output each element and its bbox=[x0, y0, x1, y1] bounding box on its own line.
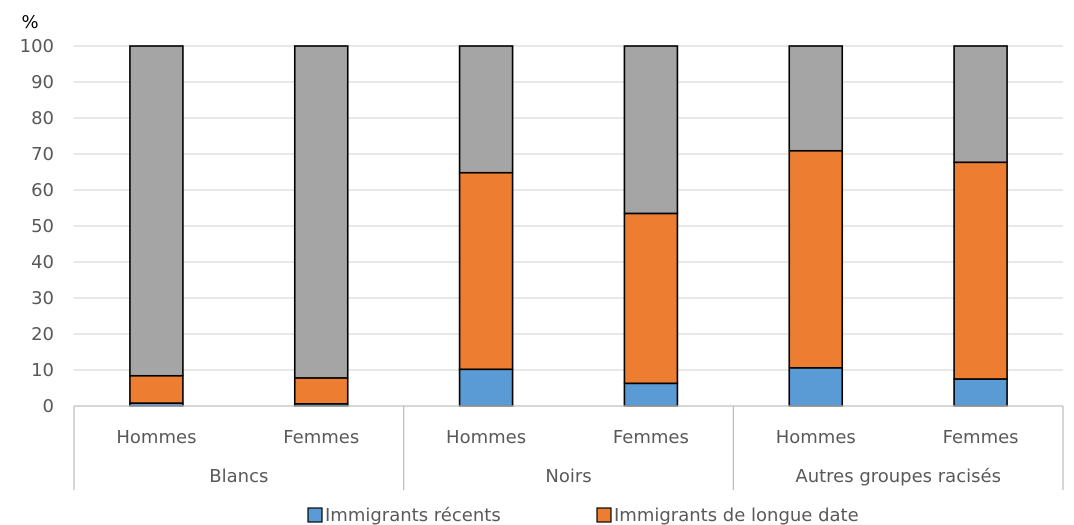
legend: Immigrants récents Immigrants de longue d… bbox=[307, 505, 859, 525]
bar-segment-3 bbox=[623, 45, 679, 215]
category-label: Hommes bbox=[446, 427, 526, 448]
y-tick-label: 20 bbox=[31, 324, 54, 345]
y-tick-label: 70 bbox=[31, 144, 54, 165]
y-tick-label: 50 bbox=[31, 216, 54, 237]
legend-swatch bbox=[307, 507, 323, 523]
group-label: Noirs bbox=[545, 466, 591, 487]
legend-label: Immigrants récents bbox=[325, 505, 501, 525]
legend-label: Immigrants de longue date bbox=[614, 505, 859, 525]
bar-segment-2 bbox=[953, 161, 1008, 380]
category-label: Hommes bbox=[776, 427, 856, 448]
bar-segment-2 bbox=[788, 149, 844, 369]
bar-segment-1 bbox=[788, 367, 844, 407]
category-label: Femmes bbox=[943, 427, 1019, 448]
bar-segment-3 bbox=[458, 45, 514, 174]
bar-segment-3 bbox=[293, 45, 349, 379]
y-unit-label: % bbox=[21, 12, 38, 33]
bar-segment-2 bbox=[293, 377, 349, 405]
bar-segment-3 bbox=[788, 45, 844, 152]
y-axis: 0 10 20 30 40 50 60 70 80 90 100 bbox=[20, 36, 54, 417]
y-tick-label: 40 bbox=[31, 252, 54, 273]
bar-segment-2 bbox=[458, 171, 514, 371]
bar-segment-1 bbox=[623, 382, 679, 407]
bar-segment-3 bbox=[129, 45, 184, 377]
bar-segment-3 bbox=[953, 45, 1008, 164]
x-axis: Hommes Femmes Hommes Femmes Hommes Femmes Blan… bbox=[73, 405, 1064, 490]
y-tick-label: 90 bbox=[31, 72, 54, 93]
bars bbox=[129, 45, 1008, 407]
gridlines bbox=[74, 45, 1063, 371]
y-tick-label: 30 bbox=[31, 288, 54, 309]
legend-swatch bbox=[596, 507, 612, 523]
group-label: Blancs bbox=[209, 466, 268, 487]
y-tick-label: 100 bbox=[20, 36, 54, 57]
bar-segment-2 bbox=[623, 212, 679, 385]
y-tick-label: 0 bbox=[43, 396, 54, 417]
y-tick-label: 80 bbox=[31, 108, 54, 129]
bar-segment-2 bbox=[129, 374, 184, 404]
group-label: Autres groupes racisés bbox=[795, 466, 1001, 487]
bar-segment-1 bbox=[458, 368, 514, 407]
category-label: Femmes bbox=[613, 427, 689, 448]
y-tick-label: 60 bbox=[31, 180, 54, 201]
y-tick-label: 10 bbox=[31, 360, 54, 381]
bar-segment-1 bbox=[953, 378, 1008, 407]
category-label: Femmes bbox=[283, 427, 359, 448]
category-label: Hommes bbox=[116, 427, 196, 448]
